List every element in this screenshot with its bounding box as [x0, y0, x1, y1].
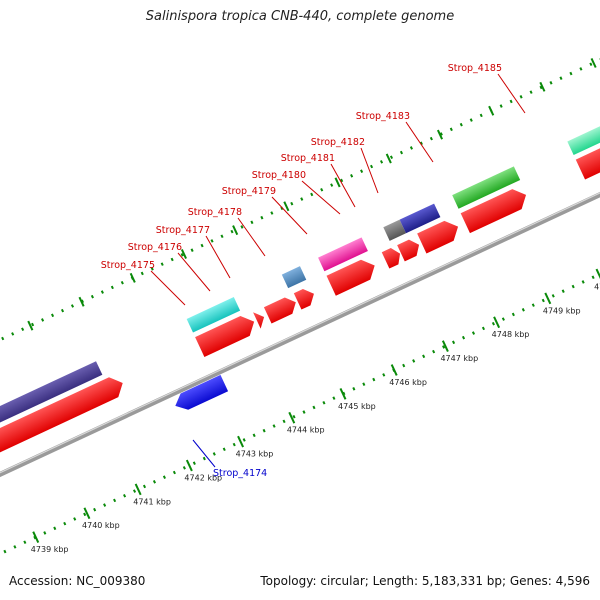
genome-backbone [0, 159, 600, 494]
gene-feature-navy[interactable] [399, 203, 441, 234]
gene-label[interactable]: Strop_4180 [252, 170, 306, 181]
gene-label-leader [192, 439, 216, 468]
gene-labels: Strop_4174 Strop_4175 Strop_4176 Strop_4177… [101, 63, 526, 479]
forward-cds-arrow[interactable] [417, 217, 463, 254]
gene-label-leader [205, 235, 231, 279]
kbp-tick-mark [134, 483, 142, 496]
gene-label-leader [177, 252, 211, 292]
gene-feature-gray[interactable] [383, 219, 406, 241]
forward-cds-arrow[interactable] [0, 373, 127, 474]
forward-cds-arrow[interactable] [381, 245, 404, 269]
kbp-tick-label: 4739 kbp [31, 545, 69, 554]
forward-tick-mark [129, 272, 136, 283]
gene-label-leader [271, 196, 308, 235]
forward-cds-arrow[interactable] [253, 309, 268, 329]
kbp-tick-mark [493, 316, 501, 329]
kbp-tick-mark [544, 292, 552, 305]
kbp-tick-label: 4740 kbp [82, 521, 120, 530]
gene-label[interactable]: Strop_4181 [281, 153, 335, 164]
gene-label-leader [330, 163, 356, 208]
kbp-tick-mark [83, 507, 91, 520]
genome-track: 4739 kbp 4740 kbp 4741 kbp 4742 kbp 4743 kbp… [0, 49, 600, 558]
forward-tick-mark [590, 58, 597, 68]
forward-cds-arrow[interactable] [397, 237, 423, 262]
gene-label[interactable]: Strop_4183 [356, 111, 410, 122]
gene-label-leader [301, 180, 341, 215]
gene-feature-darkblue[interactable] [0, 361, 103, 449]
forward-tick-mark [436, 129, 444, 140]
kbp-tick-mark [339, 388, 347, 400]
gene-label[interactable]: Strop_4177 [156, 225, 210, 236]
forward-tick-mark [488, 105, 495, 116]
gene-label[interactable]: Strop_4182 [311, 137, 365, 148]
forward-cds-arrow[interactable] [460, 185, 531, 234]
kbp-tick-label: 4742 kbp [184, 473, 222, 482]
gene-label-leader [237, 217, 266, 257]
forward-tick-mark [334, 177, 341, 188]
reverse-cds-arrow[interactable] [172, 374, 229, 414]
kbp-tick-mark [185, 459, 193, 472]
gene-label[interactable]: Strop_4174 [213, 468, 267, 479]
kbp-ticks: 4739 kbp 4740 kbp 4741 kbp 4742 kbp 4743 kbp… [27, 58, 600, 554]
gene-feature-magenta[interactable] [318, 237, 368, 272]
forward-cds-ring [0, 136, 600, 474]
kbp-tick-label: 4743 kbp [236, 450, 274, 459]
kbp-tick-mark [32, 531, 40, 544]
genome-title: Salinispora tropica CNB-440, complete ge… [145, 9, 455, 24]
forward-cds-arrow[interactable] [575, 136, 600, 180]
gene-feature-green[interactable] [452, 166, 521, 209]
kbp-tick-label: 4747 kbp [440, 354, 478, 363]
forward-tick-mark [78, 296, 85, 307]
gene-label-leader [497, 73, 526, 114]
kbp-tick-label: 4750 kbp [594, 282, 600, 291]
kbp-tick-label: 4748 kbp [492, 330, 530, 339]
kbp-tick-mark [595, 268, 600, 281]
gene-label[interactable]: Strop_4176 [128, 242, 182, 253]
gene-feature-cyan[interactable] [186, 296, 241, 333]
kbp-tick-label: 4749 kbp [543, 306, 581, 315]
forward-tick-mark [283, 201, 290, 212]
forward-tick-mark [385, 153, 392, 164]
kbp-tick-label: 4746 kbp [389, 378, 427, 387]
kbp-tick-label: 4745 kbp [338, 402, 376, 411]
gene-label[interactable]: Strop_4175 [101, 260, 155, 271]
gene-label-leader [405, 121, 434, 163]
kbp-tick-label: 4744 kbp [287, 426, 325, 435]
gene-label-leader [150, 270, 186, 306]
kbp-tick-label: 4741 kbp [133, 497, 171, 506]
forward-cds-arrow[interactable] [293, 286, 318, 310]
gene-feature-steelblue[interactable] [281, 266, 307, 289]
forward-cds-arrow[interactable] [195, 312, 259, 358]
forward-cds-arrow[interactable] [263, 294, 300, 324]
kbp-tick-mark [441, 340, 449, 353]
forward-tick-mark [27, 320, 34, 331]
forward-tick-mark [180, 249, 187, 259]
forward-cds-arrow[interactable] [326, 256, 380, 296]
forward-tick-mark [539, 81, 546, 92]
reverse-tick-track [0, 225, 600, 558]
gene-feature-mint[interactable] [567, 101, 600, 156]
accession-text: Accession: NC_009380 [9, 574, 146, 588]
forward-tick-mark [232, 225, 239, 236]
genome-summary-text: Topology: circular; Length: 5,183,331 bp… [260, 574, 590, 588]
forward-tick-track [0, 49, 600, 383]
gene-label[interactable]: Strop_4185 [448, 63, 502, 74]
gene-label-leader [360, 147, 379, 194]
genome-backbone-highlight [0, 159, 600, 491]
kbp-tick-mark [288, 411, 296, 424]
gene-label[interactable]: Strop_4178 [188, 207, 242, 218]
gene-label[interactable]: Strop_4179 [222, 186, 276, 197]
cog-feature-ring [0, 101, 600, 449]
kbp-tick-mark [390, 364, 398, 376]
kbp-tick-mark [237, 435, 245, 448]
